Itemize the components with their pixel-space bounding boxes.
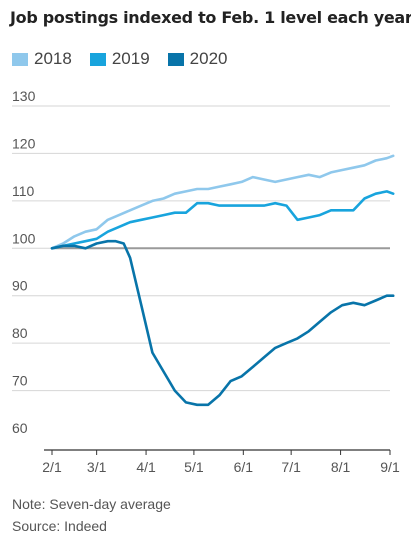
y-tick-label: 120 bbox=[12, 135, 36, 151]
x-tick-label: 7/1 bbox=[281, 459, 301, 475]
legend-item-2018: 2018 bbox=[12, 49, 72, 69]
chart-title: Job postings indexed to Feb. 1 level eac… bbox=[10, 8, 411, 27]
x-tick-label: 6/1 bbox=[234, 459, 254, 475]
legend-label-2018: 2018 bbox=[34, 49, 72, 68]
legend-label-2019: 2019 bbox=[111, 49, 150, 68]
x-tick-label: 9/1 bbox=[380, 459, 400, 475]
legend-item-2020: 2020 bbox=[167, 49, 228, 69]
series-line-2018 bbox=[50, 154, 395, 250]
chart-legend: 2018 2019 2020 bbox=[12, 48, 245, 70]
legend-label-2020: 2020 bbox=[189, 49, 228, 68]
y-tick-label: 90 bbox=[12, 278, 28, 294]
series-line-2019 bbox=[50, 190, 395, 250]
chart-note: Note: Seven-day average bbox=[12, 496, 171, 512]
x-tick-label: 3/1 bbox=[87, 459, 107, 475]
legend-swatch-2018 bbox=[12, 52, 28, 66]
x-tick-label: 4/1 bbox=[136, 459, 156, 475]
series-line-2020 bbox=[50, 239, 395, 407]
y-tick-label: 110 bbox=[12, 183, 35, 199]
x-tick-label: 8/1 bbox=[331, 459, 351, 475]
legend-swatch-2019 bbox=[89, 52, 106, 66]
y-tick-label: 130 bbox=[12, 88, 36, 104]
x-tick-label: 5/1 bbox=[184, 459, 204, 475]
legend-swatch-2020 bbox=[167, 52, 184, 66]
y-tick-label: 100 bbox=[12, 230, 36, 246]
legend-item-2019: 2019 bbox=[89, 49, 150, 69]
x-tick-label: 2/1 bbox=[42, 459, 62, 475]
y-tick-label: 60 bbox=[12, 420, 28, 436]
y-tick-label: 70 bbox=[12, 373, 28, 389]
y-tick-label: 80 bbox=[12, 325, 28, 341]
chart-source: Source: Indeed bbox=[12, 518, 107, 534]
